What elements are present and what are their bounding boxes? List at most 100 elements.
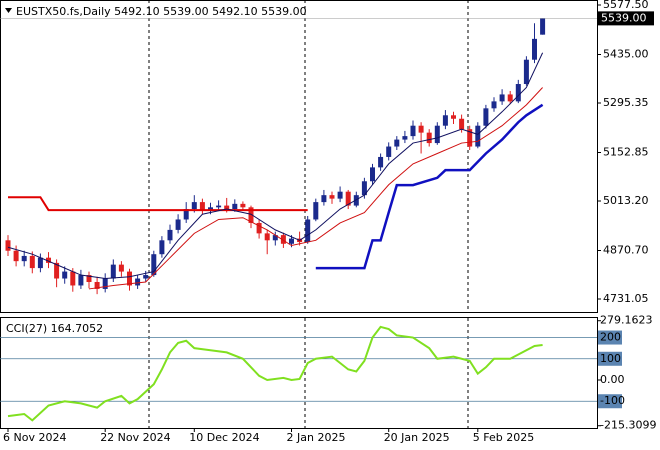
- y-tick-label: 4870.70: [603, 243, 649, 256]
- y-tick-label: 5152.85: [603, 145, 649, 158]
- candle-body: [475, 125, 481, 147]
- title-arrow: [5, 8, 12, 13]
- candle-body: [491, 101, 497, 109]
- y-tick-label: 100: [600, 352, 621, 365]
- candle-body: [515, 84, 521, 102]
- candle-body: [434, 125, 440, 144]
- price-box: [598, 11, 654, 26]
- candle-body: [370, 167, 375, 182]
- candle-body: [289, 238, 294, 244]
- candle-body: [426, 132, 432, 144]
- y-tick-label: 5577.50: [603, 0, 649, 11]
- y-tick-label: 5435.00: [603, 47, 649, 60]
- candle-body: [540, 18, 546, 35]
- candle-body: [361, 181, 367, 196]
- candle-body: [86, 275, 92, 282]
- indicator-line: [7, 52, 544, 280]
- candle-body: [127, 271, 132, 286]
- candle-body: [110, 264, 116, 279]
- separators: [148, 0, 469, 428]
- candle-body: [499, 94, 505, 102]
- candle-body: [305, 219, 311, 243]
- x-tick-label: 10 Dec 2024: [189, 431, 259, 444]
- candle-body: [135, 278, 141, 286]
- candle-body: [321, 195, 327, 203]
- candle-body: [54, 262, 60, 279]
- candle-body: [418, 125, 424, 133]
- candle-body: [102, 278, 108, 289]
- candle-body: [21, 255, 27, 262]
- candle-body: [46, 257, 51, 263]
- candle-body: [378, 156, 384, 168]
- y-tick-label: -215.3099: [600, 419, 656, 432]
- candle-body: [523, 59, 529, 85]
- candle-body: [442, 115, 448, 126]
- candle-body: [280, 235, 286, 244]
- candle-body: [151, 254, 157, 276]
- candle-body: [118, 264, 124, 272]
- indicator-line: [315, 103, 544, 270]
- y-tick-label: 5013.20: [603, 194, 649, 207]
- indicator-line: [88, 87, 543, 290]
- x-tick-label: 20 Jan 2025: [384, 431, 450, 444]
- candle-body: [240, 203, 246, 208]
- chart-title: EUSTX50.fs,Daily 5492.10 5539.00 5492.10…: [16, 5, 307, 18]
- candle-body: [143, 275, 149, 279]
- cci-line: [7, 325, 543, 422]
- candle-body: [386, 146, 392, 157]
- y-tick-label: 0.00: [600, 373, 625, 386]
- candle-body: [199, 202, 205, 211]
- candle-body: [337, 191, 343, 199]
- level-box: [598, 394, 622, 409]
- candle-body: [313, 202, 319, 220]
- candle-body: [78, 275, 84, 286]
- cci-panel: [0, 317, 598, 429]
- candle-body: [183, 209, 189, 220]
- candle-body: [5, 240, 11, 251]
- candle-body: [467, 129, 473, 147]
- candle-body: [402, 136, 408, 140]
- price-label: 5539.00: [601, 11, 647, 24]
- candle-body: [483, 108, 489, 126]
- candle-body: [13, 250, 19, 262]
- candle-body: [191, 202, 197, 210]
- candle-body: [70, 271, 76, 286]
- candle-body: [94, 281, 100, 289]
- candle-body: [248, 207, 254, 223]
- candle-body: [532, 38, 537, 60]
- candle-body: [167, 229, 173, 241]
- candle-body: [62, 271, 68, 279]
- candle-body: [459, 118, 465, 130]
- candle-body: [37, 257, 43, 269]
- x-tick-label: 2 Jan 2025: [287, 431, 346, 444]
- candle-body: [507, 94, 513, 102]
- candle-body: [29, 255, 35, 269]
- candle-body: [208, 207, 213, 211]
- candle-body: [345, 191, 351, 206]
- candle-body: [159, 240, 165, 255]
- candle-body: [175, 219, 181, 230]
- x-tick-label: 6 Nov 2024: [3, 431, 66, 444]
- cci-title: CCI(27) 164.7052: [6, 322, 103, 335]
- candle-body: [256, 222, 262, 234]
- candle-body: [224, 205, 230, 210]
- y-tick-label: -100: [600, 394, 625, 407]
- candle-body: [353, 195, 359, 206]
- level-box: [598, 330, 622, 345]
- candle-body: [232, 203, 238, 210]
- indicator-line: [8, 196, 308, 212]
- y-tick-label: 5295.35: [603, 96, 649, 109]
- y-tick-label: 200: [600, 331, 621, 344]
- candle-body: [272, 235, 278, 241]
- candle-body: [329, 195, 335, 199]
- candle-body: [394, 139, 400, 147]
- candle-body: [410, 125, 416, 137]
- x-tick-label: 5 Feb 2025: [473, 431, 534, 444]
- x-tick-label: 22 Nov 2024: [100, 431, 170, 444]
- level-box: [598, 351, 622, 366]
- candle-body: [451, 115, 456, 119]
- candle-body: [216, 205, 222, 208]
- y-tick-label: 279.1623: [600, 314, 653, 327]
